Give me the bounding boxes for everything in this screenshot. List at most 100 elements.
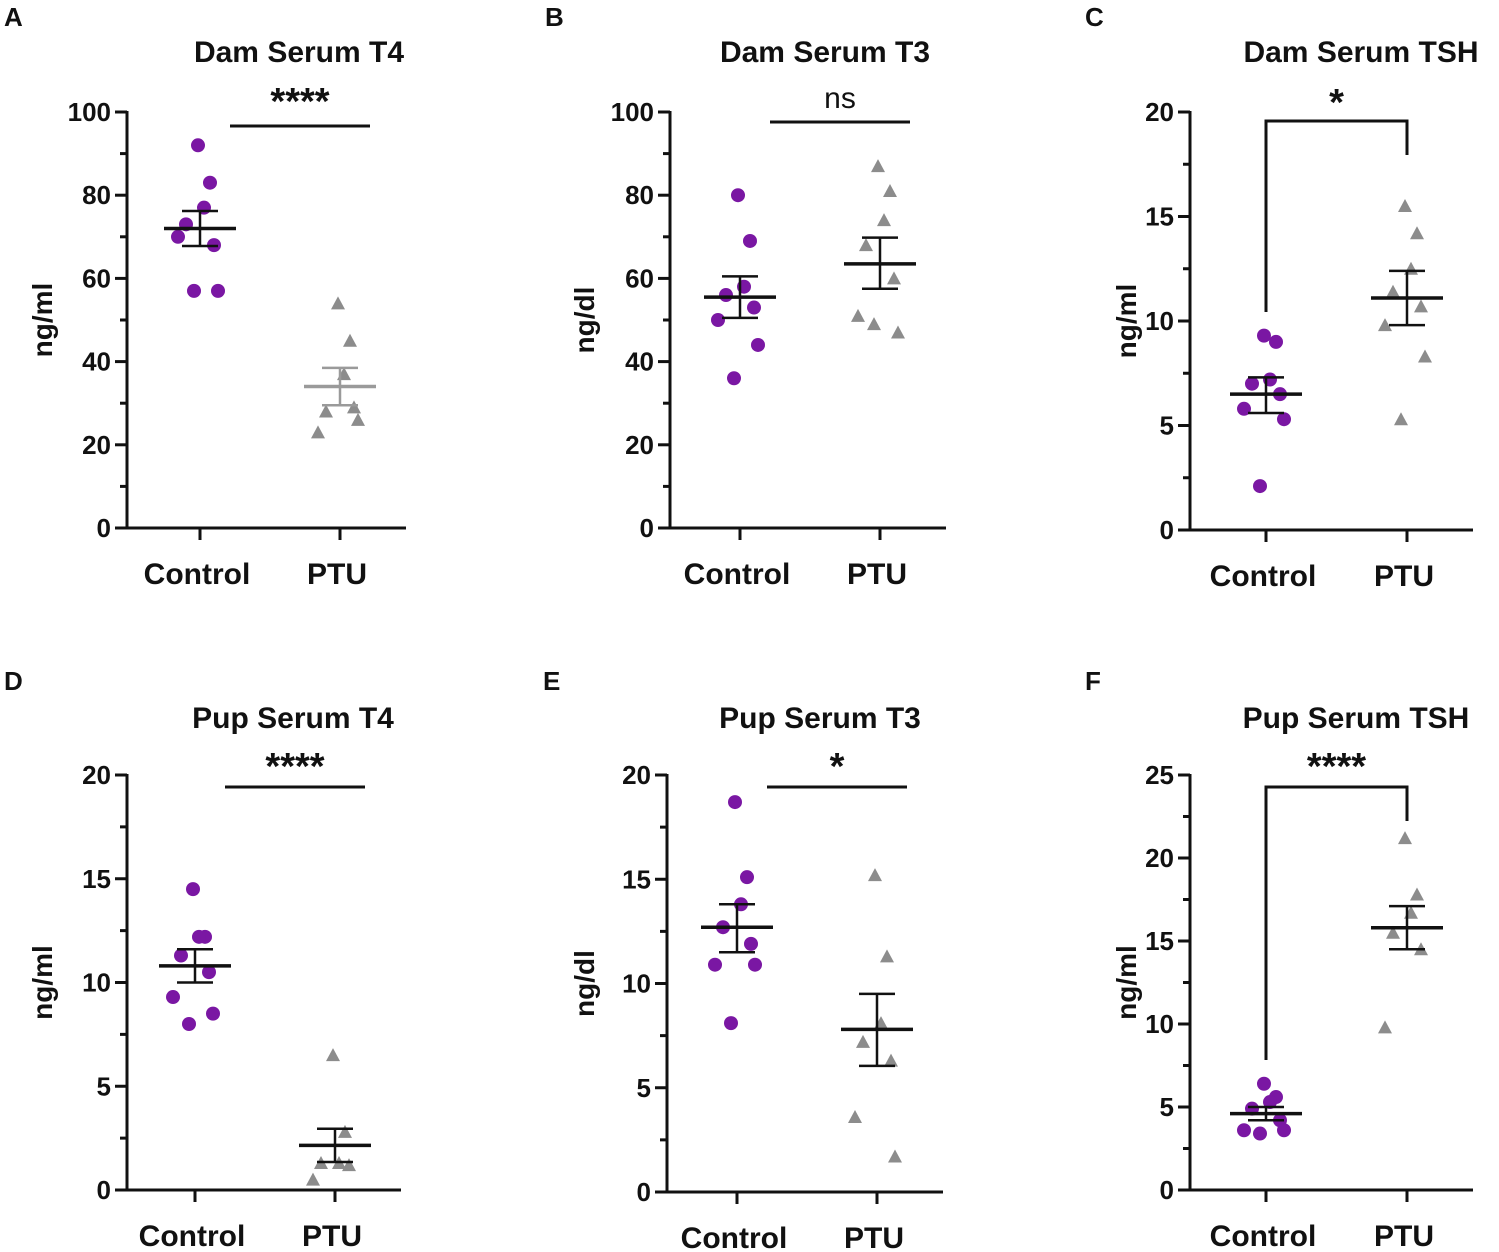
data-point-control bbox=[166, 990, 180, 1005]
significance-label: **** bbox=[1307, 746, 1366, 788]
chart-title: Pup Serum TSH bbox=[1243, 702, 1470, 735]
data-point-control bbox=[1253, 479, 1267, 494]
data-point-control bbox=[708, 957, 722, 972]
data-point-ptu bbox=[331, 296, 345, 310]
data-point-control bbox=[719, 288, 733, 303]
y-tick-label: 15 bbox=[1145, 202, 1174, 232]
data-point-control bbox=[211, 283, 225, 298]
y-tick-label: 15 bbox=[82, 864, 111, 894]
y-axis-label: ng/ml bbox=[27, 945, 58, 1020]
y-tick-label: 20 bbox=[622, 760, 651, 790]
data-point-control bbox=[1237, 401, 1251, 416]
y-tick-label: 0 bbox=[1160, 1175, 1174, 1205]
y-tick-label: 40 bbox=[82, 347, 111, 377]
y-tick-label: 60 bbox=[625, 263, 654, 293]
y-tick-label: 100 bbox=[611, 97, 654, 127]
data-point-control bbox=[747, 300, 761, 315]
data-point-control bbox=[724, 1016, 738, 1031]
data-point-ptu bbox=[856, 1034, 870, 1048]
data-point-ptu bbox=[880, 949, 894, 963]
data-point-control bbox=[174, 948, 188, 963]
data-point-control bbox=[1277, 1123, 1291, 1138]
data-point-ptu bbox=[1394, 412, 1408, 426]
y-tick-label: 20 bbox=[82, 430, 111, 460]
x-category-label: Control bbox=[139, 1220, 246, 1252]
x-category-label: Control bbox=[1210, 560, 1317, 593]
data-point-ptu bbox=[877, 213, 891, 227]
chart-title: Dam Serum TSH bbox=[1243, 36, 1478, 69]
data-point-ptu bbox=[871, 159, 885, 173]
y-tick-label: 10 bbox=[1145, 306, 1174, 336]
data-point-ptu bbox=[1398, 199, 1412, 213]
data-point-control bbox=[1253, 1126, 1267, 1141]
data-point-control bbox=[182, 1017, 196, 1031]
data-point-control bbox=[1245, 376, 1259, 391]
y-tick-label: 10 bbox=[1145, 1009, 1174, 1039]
x-category-label: PTU bbox=[1374, 1220, 1434, 1252]
y-axis-label: ng/ml bbox=[27, 283, 58, 358]
y-tick-label: 20 bbox=[1145, 843, 1174, 873]
data-point-control bbox=[1257, 328, 1271, 343]
data-point-ptu bbox=[887, 271, 901, 285]
data-point-ptu bbox=[891, 325, 905, 339]
y-tick-label: 10 bbox=[622, 969, 651, 999]
y-tick-label: 20 bbox=[625, 430, 654, 460]
data-point-ptu bbox=[1418, 349, 1432, 363]
data-point-control bbox=[1277, 412, 1291, 427]
x-category-label: Control bbox=[684, 558, 791, 591]
x-category-label: Control bbox=[1210, 1220, 1317, 1252]
data-point-ptu bbox=[884, 1053, 898, 1067]
data-point-ptu bbox=[1414, 299, 1428, 313]
y-axis-label: ng/dl bbox=[569, 950, 600, 1017]
y-tick-label: 0 bbox=[97, 1175, 111, 1205]
data-point-ptu bbox=[883, 184, 897, 198]
data-point-ptu bbox=[343, 333, 357, 347]
data-point-control bbox=[1263, 1095, 1277, 1110]
panel-f: F Pup Serum TSH ng/ml 0 5 10 15 20 25 Control PTU *… bbox=[1085, 666, 1473, 1252]
data-point-control bbox=[744, 936, 758, 951]
y-tick-label: 0 bbox=[97, 513, 111, 543]
panel-b: B Dam Serum T3 ng/dl 0 20 40 60 80 100 Control PTU… bbox=[545, 2, 946, 591]
x-category-label: PTU bbox=[307, 558, 367, 591]
data-point-ptu bbox=[868, 868, 882, 882]
x-category-label: PTU bbox=[302, 1220, 362, 1252]
y-tick-label: 80 bbox=[625, 180, 654, 210]
x-category-label: PTU bbox=[847, 558, 907, 591]
data-point-ptu bbox=[1410, 887, 1424, 901]
x-category-label: Control bbox=[681, 1222, 788, 1252]
x-category-label: PTU bbox=[844, 1222, 904, 1252]
data-point-control bbox=[728, 795, 742, 810]
significance-label: **** bbox=[270, 81, 329, 123]
y-tick-label: 25 bbox=[1145, 760, 1174, 790]
y-tick-label: 60 bbox=[82, 263, 111, 293]
y-tick-label: 100 bbox=[68, 97, 111, 127]
y-tick-label: 5 bbox=[637, 1073, 651, 1103]
panel-letter: F bbox=[1085, 666, 1101, 696]
chart-title: Pup Serum T3 bbox=[719, 702, 921, 735]
data-point-ptu bbox=[1386, 284, 1400, 298]
y-tick-label: 15 bbox=[1145, 926, 1174, 956]
data-point-control bbox=[1269, 334, 1283, 349]
x-category-label: PTU bbox=[1374, 560, 1434, 593]
data-point-ptu bbox=[848, 1109, 862, 1123]
data-point-control bbox=[1257, 1076, 1271, 1091]
data-point-ptu bbox=[326, 1048, 340, 1062]
significance-label: ns bbox=[824, 82, 856, 115]
data-point-ptu bbox=[347, 400, 361, 414]
significance-label: * bbox=[830, 746, 845, 788]
data-point-ptu bbox=[1386, 925, 1400, 939]
panel-letter: C bbox=[1085, 2, 1104, 32]
data-point-control bbox=[187, 283, 201, 298]
panel-letter: A bbox=[4, 2, 23, 32]
x-category-label: Control bbox=[144, 558, 251, 591]
significance-bracket bbox=[1264, 119, 1409, 312]
chart-title: Dam Serum T3 bbox=[720, 36, 930, 69]
data-point-control bbox=[171, 229, 185, 244]
panel-letter: D bbox=[4, 666, 23, 696]
panel-c: C Dam Serum TSH ng/ml 0 5 10 15 20 Control PTU * bbox=[1085, 2, 1479, 593]
data-point-control bbox=[202, 965, 216, 980]
y-tick-label: 40 bbox=[625, 347, 654, 377]
data-point-ptu bbox=[319, 404, 333, 418]
data-point-control bbox=[1237, 1123, 1251, 1138]
